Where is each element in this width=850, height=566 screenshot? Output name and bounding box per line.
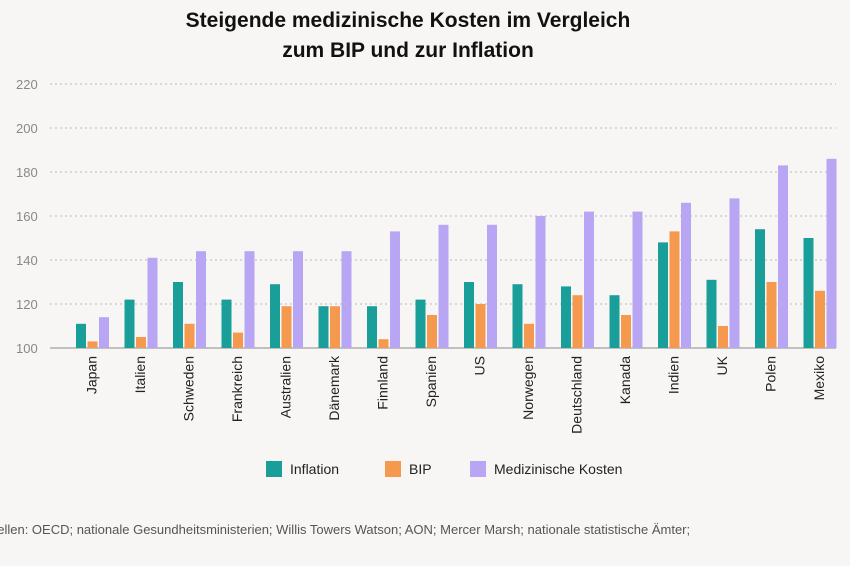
bar-medizinische-kosten (729, 198, 740, 348)
legend-label: Inflation (290, 461, 339, 477)
bar-bip (524, 323, 534, 348)
bar-medizinische-kosten (487, 224, 497, 348)
bar-inflation (415, 299, 426, 348)
bar-bip (718, 326, 728, 348)
y-tick-label: 160 (16, 209, 38, 224)
bar-medizinische-kosten (293, 251, 303, 348)
bar-bip (766, 282, 777, 348)
x-category-label: Spanien (423, 356, 439, 407)
bar-bip (669, 231, 680, 348)
x-category-label: Kanada (617, 356, 633, 404)
bar-inflation (512, 284, 523, 348)
chart-title: Steigende medizinische Kosten im Verglei… (0, 6, 816, 66)
bar-bip (281, 306, 292, 348)
bar-bip (184, 323, 195, 348)
x-category-label: Mexiko (811, 356, 827, 401)
x-category-label: US (472, 356, 488, 375)
bar-inflation (270, 284, 280, 348)
legend-swatch (266, 461, 282, 477)
bar-bip (475, 304, 486, 348)
bar-inflation (803, 238, 814, 348)
x-category-label: Japan (84, 356, 100, 394)
y-tick-label: 140 (16, 253, 38, 268)
bar-medizinische-kosten (147, 257, 158, 348)
x-category-label: Italien (132, 356, 148, 393)
x-category-label: Norwegen (520, 356, 536, 420)
bar-inflation (561, 286, 571, 348)
x-category-label: Frankreich (229, 356, 245, 422)
bar-inflation (367, 306, 377, 348)
bar-bip (330, 306, 340, 348)
bar-bip (87, 341, 98, 348)
bar-medizinische-kosten (341, 251, 352, 348)
bar-inflation (221, 299, 232, 348)
bar-medizinische-kosten (681, 202, 691, 348)
bar-medizinische-kosten (632, 211, 643, 348)
bar-inflation (706, 279, 717, 348)
x-category-label: Indien (666, 356, 682, 394)
legend-swatch (385, 461, 401, 477)
bars (76, 158, 837, 348)
legend-label: Medizinische Kosten (494, 461, 622, 477)
bar-medizinische-kosten (99, 317, 109, 348)
bar-bip (233, 332, 243, 348)
bar-medizinische-kosten (390, 231, 400, 348)
bar-inflation (173, 282, 183, 348)
bar-inflation (755, 229, 765, 348)
bar-bip (621, 315, 631, 348)
chart-title-line-1: Steigende medizinische Kosten im Verglei… (185, 9, 631, 32)
bar-inflation (318, 306, 329, 348)
x-category-label: Australien (278, 356, 294, 418)
bar-bip (427, 315, 437, 348)
bar-medizinische-kosten (535, 216, 546, 348)
bar-bip (378, 339, 389, 348)
bar-medizinische-kosten (826, 158, 837, 348)
x-category-label: Dänemark (326, 355, 342, 421)
y-tick-label: 100 (16, 341, 38, 356)
bar-bip (815, 290, 825, 348)
x-category-label: Polen (763, 356, 779, 392)
x-category-label: Deutschland (569, 356, 585, 434)
y-tick-label: 120 (16, 297, 38, 312)
legend: Inflation BIP Medizinische Kosten (266, 461, 622, 477)
legend-label: BIP (409, 461, 432, 477)
bar-medizinische-kosten (196, 251, 206, 348)
bar-inflation (464, 282, 474, 348)
y-tick-label: 220 (16, 77, 38, 92)
bar-medizinische-kosten (778, 165, 788, 348)
y-tick-label: 200 (16, 121, 38, 136)
legend-swatch (470, 461, 486, 477)
chart-title-line-2: zum BIP und zur Inflation (282, 39, 534, 62)
category-labels: Japan Italien Schweden Frankreich Australien… (84, 355, 828, 434)
bar-inflation (124, 299, 135, 348)
bar-bip (572, 295, 583, 348)
bar-medizinische-kosten (584, 211, 594, 348)
x-category-label: UK (714, 355, 730, 375)
bar-medizinische-kosten (244, 251, 255, 348)
bar-medizinische-kosten (438, 224, 449, 348)
x-category-label: Finnland (375, 356, 391, 410)
bar-inflation (76, 323, 86, 348)
x-category-label: Schweden (181, 356, 197, 421)
bar-inflation (658, 242, 668, 348)
y-tick-label: 180 (16, 165, 38, 180)
bar-bip (136, 337, 146, 348)
source-note: uellen: OECD; nationale Gesundheitsminis… (0, 522, 691, 537)
bar-inflation (609, 295, 620, 348)
